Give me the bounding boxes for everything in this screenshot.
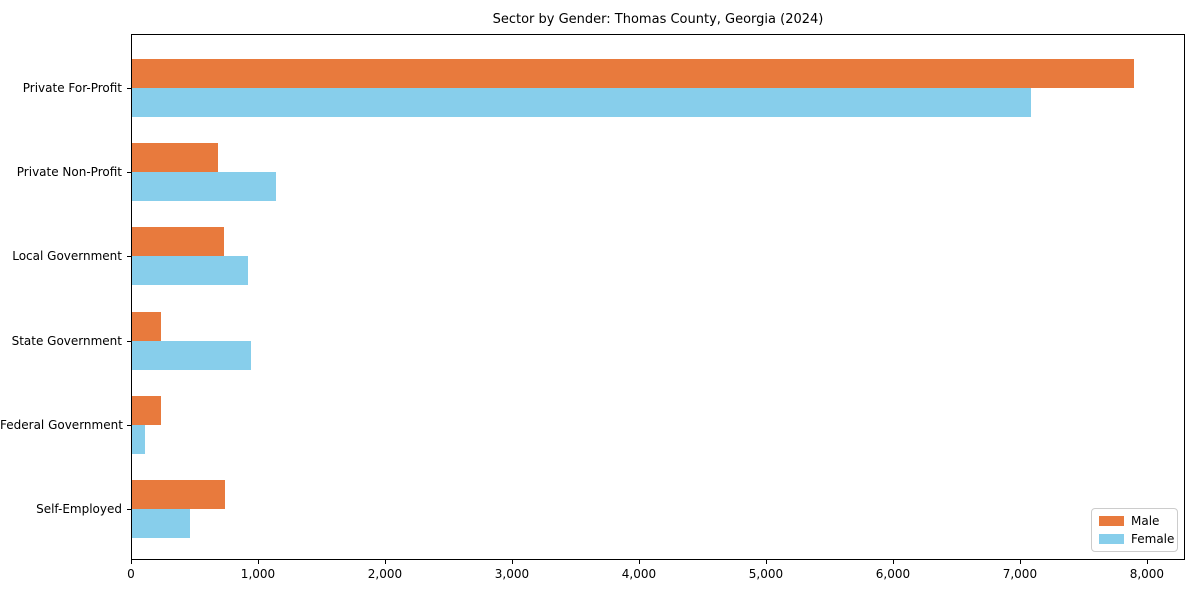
bar-male-self-employed xyxy=(132,480,225,509)
y-tick-mark xyxy=(127,172,131,174)
x-tick-label-6000: 6,000 xyxy=(875,567,911,581)
x-tick-label-8000: 8,000 xyxy=(1129,567,1165,581)
bar-female-self-employed xyxy=(132,509,190,538)
x-tick-mark xyxy=(1019,560,1021,564)
x-tick-mark xyxy=(1146,560,1148,564)
x-tick-mark xyxy=(892,560,894,564)
y-tick-label-private-for-profit: Private For-Profit xyxy=(22,81,122,95)
x-tick-mark xyxy=(131,560,132,564)
x-tick-label-2000: 2,000 xyxy=(367,567,403,581)
x-tick-label-0: 0 xyxy=(127,567,135,581)
y-tick-label-federal-government: Federal Government xyxy=(0,417,123,432)
legend-label-female: Female xyxy=(1131,531,1175,546)
bar-male-federal-government xyxy=(132,395,161,425)
legend-item-male: Male xyxy=(1099,513,1170,528)
bar-male-state-government xyxy=(132,311,161,341)
x-tick-mark xyxy=(257,560,259,564)
legend-swatch-male xyxy=(1099,516,1124,526)
y-tick-label-private-non-profit: Private Non-Profit xyxy=(16,165,122,180)
bar-female-private-non-profit xyxy=(132,172,276,202)
legend-item-female: Female xyxy=(1099,532,1174,546)
legend: Male Female xyxy=(1091,508,1178,552)
chart-title: Sector by Gender: Thomas County, Georgia… xyxy=(492,12,824,27)
x-tick-mark xyxy=(384,560,386,564)
bar-female-private-for-profit xyxy=(132,88,1031,117)
bar-male-private-for-profit xyxy=(132,59,1134,88)
bar-male-local-government xyxy=(132,227,224,257)
bar-female-federal-government xyxy=(132,424,145,454)
bar-male-private-non-profit xyxy=(132,143,218,173)
x-tick-mark xyxy=(511,560,513,564)
plot-area xyxy=(131,34,1185,560)
x-tick-label-3000: 3,000 xyxy=(494,567,530,581)
x-tick-label-5000: 5,000 xyxy=(748,567,784,581)
bar-female-state-government xyxy=(132,340,251,370)
y-tick-mark xyxy=(127,88,131,89)
y-tick-mark xyxy=(127,509,131,510)
x-tick-mark xyxy=(765,560,767,564)
x-tick-label-4000: 4,000 xyxy=(621,567,657,581)
y-tick-label-self-employed: Self-Employed xyxy=(36,502,122,516)
x-tick-label-1000: 1,000 xyxy=(240,567,276,581)
y-tick-mark xyxy=(127,256,131,258)
bar-female-local-government xyxy=(132,256,248,286)
y-tick-label-local-government: Local Government xyxy=(12,249,122,264)
legend-label-male: Male xyxy=(1131,513,1160,528)
y-tick-label-state-government: State Government xyxy=(11,333,122,348)
y-tick-mark xyxy=(127,424,131,426)
x-tick-label-7000: 7,000 xyxy=(1002,567,1038,581)
x-tick-mark xyxy=(638,560,640,564)
legend-swatch-female xyxy=(1099,534,1124,544)
y-tick-mark xyxy=(127,340,131,342)
